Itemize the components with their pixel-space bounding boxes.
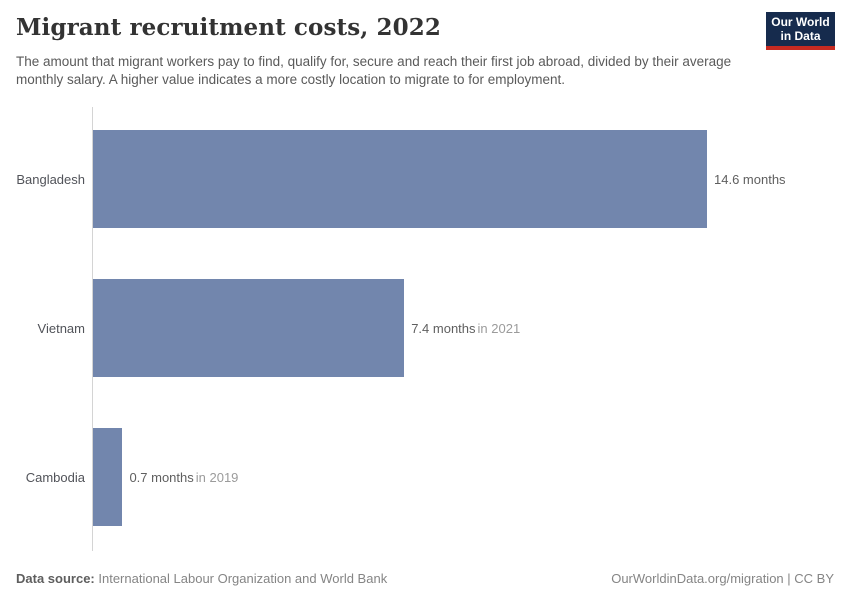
year-note: in 2019 [195,469,239,485]
owid-logo-line2: in Data [780,29,821,43]
chart-subtitle: The amount that migrant workers pay to f… [16,54,732,87]
chart-footer: Data source: International Labour Organi… [16,571,834,586]
bar-area: 0.7 months in 2019 [93,428,834,526]
bar-row-vietnam: Vietnam 7.4 months in 2021 [16,279,834,377]
value-label: 7.4 months in 2021 [411,321,520,336]
entity-label: Bangladesh [16,171,85,187]
bar-vietnam[interactable] [93,279,405,377]
bar-cambodia[interactable] [93,428,123,526]
bar-chart-plot: Bangladesh 14.6 months Vietnam 7.4 month… [16,130,834,526]
bar-area: 7.4 months in 2021 [93,279,834,377]
value-text: 7.4 months [411,320,476,336]
bar-area: 14.6 months [93,130,834,228]
chart-title: Migrant recruitment costs, 2022 [16,14,441,41]
year-note: in 2021 [477,320,521,336]
owid-logo-line1: Our World [771,14,830,29]
data-source: Data source: International Labour Organi… [16,571,387,586]
value-label: 14.6 months [714,172,788,187]
data-source-label: Data source: [16,571,95,586]
bar-row-cambodia: Cambodia 0.7 months in 2019 [16,428,834,526]
owid-logo: Our World in Data [766,12,835,50]
entity-label: Vietnam [37,320,85,336]
y-axis-line [92,107,93,551]
bar-row-bangladesh: Bangladesh 14.6 months [16,130,834,228]
value-text: 14.6 months [714,171,786,187]
data-source-value: International Labour Organization and Wo… [94,571,388,586]
bar-bangladesh[interactable] [93,130,707,228]
entity-label: Cambodia [25,469,85,485]
value-text: 0.7 months [129,469,194,485]
value-label: 0.7 months in 2019 [129,470,238,485]
attribution-link[interactable]: OurWorldinData.org/migration | CC BY [611,571,834,586]
